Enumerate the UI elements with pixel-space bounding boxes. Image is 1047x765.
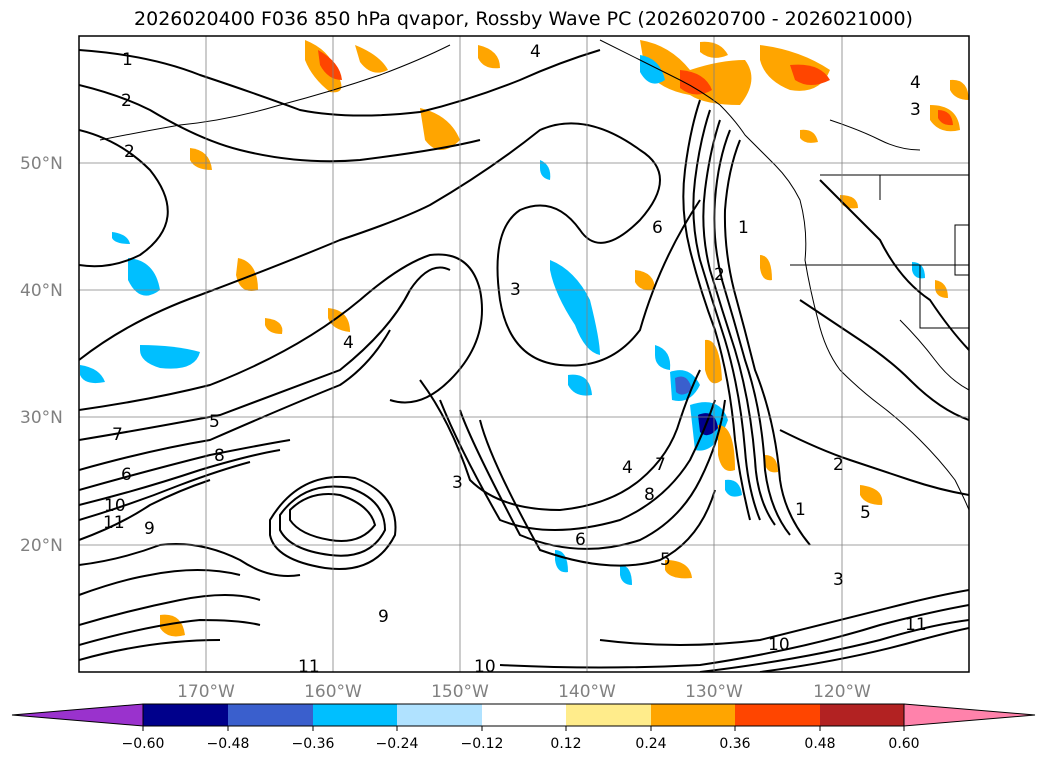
colorbar-tick-label: 0.60 bbox=[888, 736, 919, 752]
colorbar-tick-label: 0.36 bbox=[719, 736, 750, 752]
colorbar-tick-label: −0.36 bbox=[292, 736, 335, 752]
colorbar-segment bbox=[313, 704, 397, 726]
colorbar-segment-under bbox=[11, 703, 144, 727]
contour-label: 4 bbox=[530, 42, 541, 62]
lat-label-40n: 40°N bbox=[20, 281, 63, 301]
colorbar-segment bbox=[566, 704, 651, 726]
contour-label: 11 bbox=[905, 615, 927, 635]
contour-label: 3 bbox=[452, 473, 463, 493]
colorbar-tick-label: −0.24 bbox=[376, 736, 419, 752]
lon-label-120w: 120°W bbox=[813, 682, 871, 702]
contour-label: 1 bbox=[738, 218, 749, 238]
contour-label: 5 bbox=[209, 412, 220, 432]
contour-label: 7 bbox=[655, 455, 666, 475]
contour-label: 7 bbox=[112, 425, 123, 445]
lat-label-50n: 50°N bbox=[20, 154, 63, 174]
colorbar-segment bbox=[735, 704, 820, 726]
lat-label-20n: 20°N bbox=[20, 536, 63, 556]
contour-label: 3 bbox=[510, 280, 521, 300]
colorbar-tick-label: −0.60 bbox=[122, 736, 165, 752]
contour-label: 1 bbox=[122, 50, 133, 70]
contour-label: 10 bbox=[768, 635, 790, 655]
map-frame bbox=[78, 35, 970, 673]
lat-label-30n: 30°N bbox=[20, 408, 63, 428]
contour-label: 10 bbox=[474, 657, 496, 677]
gridlines bbox=[79, 36, 969, 672]
contour-label: 5 bbox=[860, 503, 871, 523]
contour-label: 6 bbox=[121, 465, 132, 485]
colorbar-segment bbox=[651, 704, 735, 726]
colorbar-frame bbox=[142, 703, 905, 727]
colorbar-segment bbox=[482, 704, 566, 726]
contour-lines bbox=[79, 49, 969, 672]
colorbar: −0.60 −0.48 −0.36 −0.24 −0.12 0.12 0.24 … bbox=[11, 703, 1036, 752]
colorbar-segment bbox=[397, 704, 482, 726]
contour-labels: 1 2 2 4 3 4 6 1 2 3 4 5 6 7 8 9 10 11 3 … bbox=[103, 42, 927, 677]
contour-label: 3 bbox=[833, 570, 844, 590]
contour-label: 6 bbox=[652, 218, 663, 238]
contour-label: 9 bbox=[144, 519, 155, 539]
colorbar-tick-label: 0.12 bbox=[550, 736, 581, 752]
contour-label: 8 bbox=[214, 446, 225, 466]
contour-label: 4 bbox=[343, 333, 354, 353]
lon-label-170w: 170°W bbox=[177, 682, 235, 702]
map-title: 2026020400 F036 850 hPa qvapor, Rossby W… bbox=[134, 8, 913, 30]
contour-label: 2 bbox=[121, 91, 132, 111]
contour-label: 1 bbox=[795, 500, 806, 520]
contour-label: 5 bbox=[660, 550, 671, 570]
contour-label: 4 bbox=[622, 458, 633, 478]
contour-label: 2 bbox=[833, 455, 844, 475]
colorbar-segment-over bbox=[903, 703, 1036, 727]
contour-label: 10 bbox=[104, 496, 126, 516]
lon-label-160w: 160°W bbox=[304, 682, 362, 702]
contour-label: 6 bbox=[575, 530, 586, 550]
contour-label: 9 bbox=[378, 607, 389, 627]
lon-label-140w: 140°W bbox=[558, 682, 616, 702]
colorbar-segment bbox=[820, 704, 904, 726]
contour-label: 11 bbox=[298, 657, 320, 677]
colorbar-tick-label: −0.48 bbox=[207, 736, 250, 752]
colorbar-tick-label: 0.48 bbox=[804, 736, 835, 752]
contour-label: 8 bbox=[644, 485, 655, 505]
colorbar-tick-label: 0.24 bbox=[635, 736, 666, 752]
contour-label: 2 bbox=[714, 265, 725, 285]
colorbar-segment bbox=[228, 704, 313, 726]
contour-label: 11 bbox=[103, 513, 125, 533]
lon-label-130w: 130°W bbox=[685, 682, 743, 702]
colorbar-tick-label: −0.12 bbox=[461, 736, 504, 752]
contour-label: 2 bbox=[124, 142, 135, 162]
colorbar-segment bbox=[143, 704, 228, 726]
coastlines bbox=[99, 39, 969, 511]
contour-label: 4 bbox=[910, 73, 921, 93]
lon-label-150w: 150°W bbox=[431, 682, 489, 702]
contour-label: 3 bbox=[910, 100, 921, 120]
